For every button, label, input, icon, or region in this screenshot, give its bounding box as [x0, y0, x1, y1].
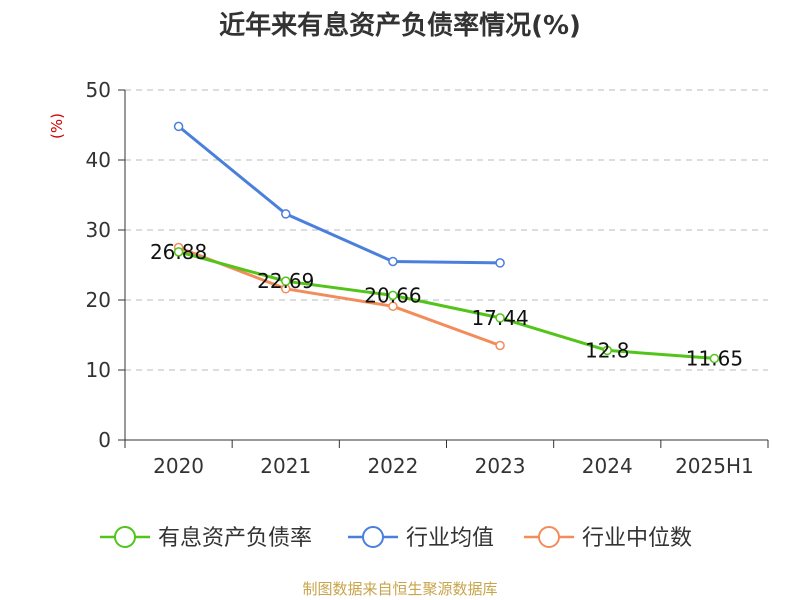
- data-point: [173, 121, 184, 132]
- data-label: 11.65: [686, 346, 743, 370]
- y-tick-label: 30: [86, 218, 111, 242]
- y-tick-label: 40: [86, 148, 111, 172]
- axes: 0 10 20 30 40 50 2020 2021 2022 2023 2024 2025H1: [86, 78, 769, 478]
- data-point: [388, 301, 398, 312]
- x-tick-label: 2021: [260, 454, 311, 478]
- x-tick-label: 2025H1: [675, 454, 754, 478]
- legend-marker: [538, 526, 560, 548]
- data-point: [495, 313, 505, 323]
- x-tick-label: 2024: [582, 454, 633, 478]
- series-line: [178, 246, 501, 347]
- source-note: 制图数据来自恒生聚源数据库: [302, 580, 497, 598]
- data-label: 17.44: [471, 306, 528, 330]
- legend: 有息资产负债率 行业均值 行业中位数: [100, 526, 692, 551]
- series-line: [177, 125, 501, 265]
- legend-label: 行业中位数: [582, 526, 692, 551]
- data-point: [388, 256, 398, 267]
- y-tick-label: 20: [86, 288, 111, 312]
- data-point: [281, 276, 291, 286]
- x-tick-label: 2023: [475, 454, 526, 478]
- data-label: 22.69: [257, 269, 314, 293]
- y-tick-label: 0: [98, 428, 111, 452]
- data-labels: 26.88 22.69 20.66 17.44 12.8 11.65: [150, 240, 743, 371]
- series-group: [173, 121, 720, 364]
- data-point: [495, 340, 505, 351]
- data-point: [281, 209, 291, 219]
- data-label: 12.8: [585, 338, 630, 362]
- data-point: [709, 353, 720, 364]
- y-axis-label: (%): [48, 113, 66, 139]
- y-tick-label: 50: [86, 78, 111, 102]
- series-line: [178, 250, 715, 360]
- y-tick-label: 10: [86, 358, 111, 382]
- data-point: [388, 290, 398, 301]
- data-point: [602, 345, 612, 356]
- x-tick-label: 2022: [367, 454, 418, 478]
- legend-label: 有息资产负债率: [158, 526, 312, 551]
- x-tick-label: 2020: [153, 454, 204, 478]
- grid-lines: [125, 89, 768, 371]
- legend-marker: [114, 526, 136, 548]
- data-point: [173, 247, 184, 257]
- chart-title: 近年来有息资产负债率情况(%): [219, 10, 581, 41]
- data-label: 26.88: [150, 240, 207, 264]
- data-label: 20.66: [364, 283, 421, 307]
- data-point: [495, 258, 505, 268]
- legend-marker: [362, 526, 384, 548]
- legend-label: 行业均值: [406, 526, 494, 551]
